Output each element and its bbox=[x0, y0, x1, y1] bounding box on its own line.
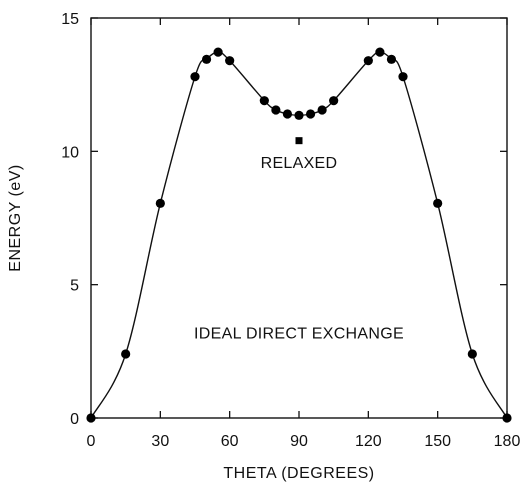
relaxed-point-marker bbox=[295, 137, 303, 145]
data-point-marker bbox=[213, 47, 223, 57]
data-point-marker bbox=[433, 198, 443, 208]
y-tick-label: 15 bbox=[61, 11, 79, 28]
x-tick-label: 0 bbox=[87, 433, 96, 450]
y-axis-ticks: 0 5 10 15 bbox=[61, 11, 507, 428]
annotation-label: RELAXED bbox=[261, 155, 338, 172]
x-axis-ticks: 0 30 60 90 120 150 180 bbox=[87, 18, 521, 450]
data-point-marker bbox=[317, 105, 327, 115]
data-point-marker bbox=[121, 349, 131, 359]
x-tick-label: 30 bbox=[151, 433, 169, 450]
data-point-marker bbox=[259, 96, 269, 106]
data-point-marker bbox=[398, 72, 408, 82]
y-axis-label: ENERGY (eV) bbox=[7, 164, 24, 271]
data-point-marker bbox=[86, 413, 96, 423]
data-point-marker bbox=[225, 56, 235, 66]
data-markers bbox=[86, 47, 512, 423]
annotations: RELAXED IDEAL DIRECT EXCHANGE bbox=[194, 155, 404, 343]
data-point-marker bbox=[294, 110, 304, 120]
annotation-label: IDEAL DIRECT EXCHANGE bbox=[194, 326, 404, 343]
data-point-marker bbox=[201, 54, 212, 64]
energy-curve bbox=[90, 51, 508, 419]
y-tick-label: 0 bbox=[70, 411, 79, 428]
data-point-marker bbox=[271, 105, 281, 115]
data-point-marker bbox=[467, 349, 477, 359]
x-tick-label: 120 bbox=[355, 433, 382, 450]
data-point-marker bbox=[329, 96, 339, 106]
x-tick-label: 180 bbox=[494, 433, 521, 450]
data-point-marker bbox=[502, 413, 512, 423]
data-point-marker bbox=[190, 72, 200, 82]
x-tick-label: 60 bbox=[221, 433, 239, 450]
y-tick-label: 5 bbox=[70, 278, 79, 295]
x-tick-label: 90 bbox=[290, 433, 308, 450]
plot-frame bbox=[90, 17, 508, 419]
x-tick-label: 150 bbox=[424, 433, 451, 450]
data-point-marker bbox=[305, 109, 316, 119]
data-point-marker bbox=[282, 109, 293, 119]
data-point-marker bbox=[155, 198, 165, 208]
x-axis-label: THETA (DEGREES) bbox=[223, 465, 374, 482]
data-point-marker bbox=[363, 56, 373, 66]
data-point-marker bbox=[375, 47, 385, 57]
data-point-marker bbox=[386, 54, 397, 64]
y-tick-label: 10 bbox=[61, 144, 79, 161]
